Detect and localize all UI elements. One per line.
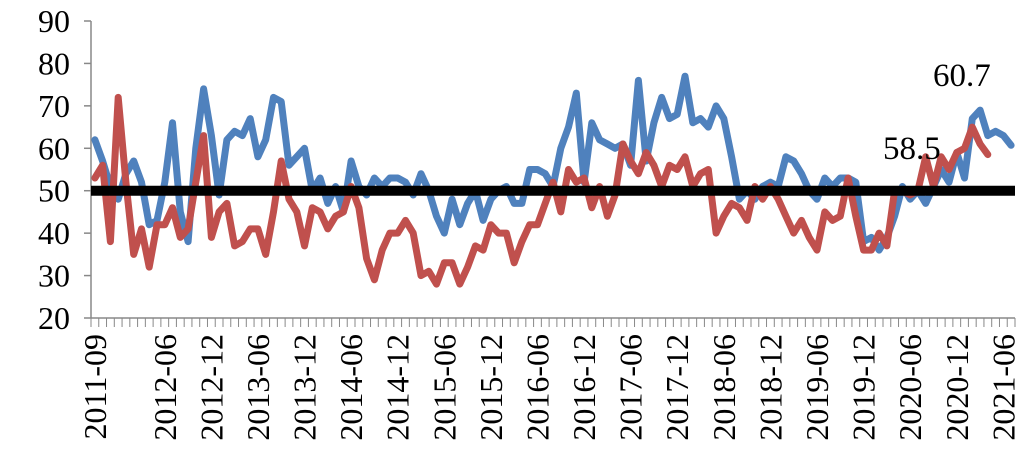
data-label-series-2-end: 58.5 — [883, 131, 941, 167]
x-tick-label: 2018-06 — [706, 334, 742, 441]
y-tick-label: 30 — [38, 258, 70, 294]
x-tick-label: 2015-06 — [426, 334, 462, 441]
x-axis: 2011-09 2012-06 2012-12 2013-06 2013-12 2014-… — [77, 317, 1017, 441]
x-tick-label: 2016-06 — [519, 334, 555, 441]
x-tick-label: 2012-12 — [193, 334, 229, 441]
x-tick-label: 2017-06 — [613, 334, 649, 441]
data-label-series-1-end: 60.7 — [933, 58, 991, 94]
series-line-2 — [91, 93, 992, 288]
y-tick-label: 40 — [38, 215, 70, 251]
x-tick-label: 2020-12 — [939, 334, 975, 441]
y-tick-label: 90 — [38, 3, 70, 39]
x-tick-label: 2014-06 — [333, 334, 369, 441]
end-value-labels: 60.7 58.5 — [883, 58, 991, 167]
x-tick-label: 2016-12 — [566, 334, 602, 441]
y-tick-label: 20 — [38, 300, 70, 336]
y-axis: 20 30 40 50 60 70 80 90 — [38, 3, 92, 336]
x-tick-label: 2019-06 — [799, 334, 835, 441]
series-lines — [91, 72, 1015, 288]
x-tick-label: 2017-12 — [659, 334, 695, 441]
x-tick-label: 2012-06 — [147, 334, 183, 441]
y-tick-label: 60 — [38, 130, 70, 166]
x-tick-label: 2015-12 — [473, 334, 509, 441]
x-tick-label: 2011-09 — [77, 334, 113, 439]
y-tick-label: 70 — [38, 88, 70, 124]
x-tick-label: 2020-06 — [892, 334, 928, 441]
x-tick-label: 2014-12 — [380, 334, 416, 441]
x-tick-label: 2021-06 — [985, 334, 1017, 441]
x-tick-label: 2013-12 — [287, 334, 323, 441]
x-tick-label: 2013-06 — [240, 334, 276, 441]
y-tick-label: 80 — [38, 45, 70, 81]
y-tick-label: 50 — [38, 173, 70, 209]
x-tick-label: 2018-12 — [752, 334, 788, 441]
x-tick-label: 2019-12 — [846, 334, 882, 441]
